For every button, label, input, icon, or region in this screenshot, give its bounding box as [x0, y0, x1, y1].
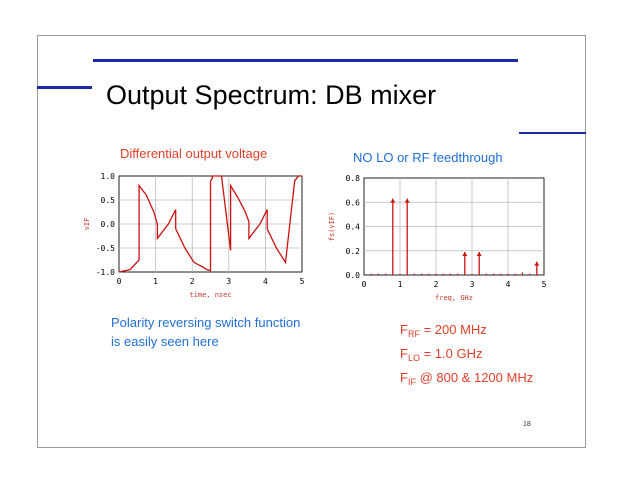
page-number: 18: [523, 421, 531, 428]
time-chart-y-tick-label: 0.5: [101, 196, 116, 205]
spectrum-peak-marker: [462, 251, 468, 256]
waveform-line: [118, 175, 302, 273]
time-chart-group: 0 1 2 3 4 5 1.0 0.5 0.0 -0.5 -1.0 time, nsec vIF: [83, 172, 305, 299]
time-chart-x-axis-label: time, nsec: [189, 291, 231, 299]
spectrum-chart-y-axis-label: fs(vIF): [328, 212, 336, 242]
frequency-params: FRF = 200 MHz FLO = 1.0 GHz FIF @ 800 & …: [400, 320, 533, 392]
spectrum-chart-x-tick-label: 0: [362, 280, 367, 289]
spectrum-chart-x-tick-label: 1: [398, 280, 403, 289]
spectrum-chart-x-tick-label: 3: [470, 280, 475, 289]
left-chart-caption: Differential output voltage: [120, 146, 268, 161]
right-accent-bar: [519, 132, 586, 134]
time-chart-x-tick-label: 3: [226, 277, 231, 286]
time-chart-x-tick-label: 1: [153, 277, 158, 286]
param-lo: FLO = 1.0 GHz: [400, 346, 483, 363]
spectrum-chart-y-tick-label: 0.6: [346, 198, 361, 207]
polarity-note-line2: is easily seen here: [111, 334, 219, 349]
left-accent-bar: [37, 86, 92, 89]
slide-title: Output Spectrum: DB mixer: [106, 80, 437, 110]
time-chart-y-tick-label: -1.0: [96, 268, 115, 277]
top-accent-bar: [93, 59, 518, 62]
spectrum-peak-marker: [390, 198, 396, 203]
spectrum-peak-marker: [404, 198, 410, 203]
spectrum-chart-y-tick-label: 0.2: [346, 247, 361, 256]
time-chart-y-axis-label: vIF: [83, 218, 91, 231]
spectrum-chart-y-tick-label: 0.4: [346, 223, 361, 232]
spectrum-peak-marker: [476, 251, 482, 256]
param-rf: FRF = 200 MHz: [400, 322, 487, 339]
spectrum-chart-y-tick-label: 0.8: [346, 174, 361, 183]
spectrum-chart-x-axis-label: freq, GHz: [435, 294, 473, 302]
spectrum-chart-x-tick-label: 2: [434, 280, 439, 289]
time-chart-x-tick-label: 5: [300, 277, 305, 286]
time-chart-y-tick-label: 0.0: [101, 220, 116, 229]
param-if: FIF @ 800 & 1200 MHz: [400, 370, 534, 387]
spectrum-chart-x-tick-label: 4: [506, 280, 511, 289]
time-chart-y-tick-label: -0.5: [96, 244, 115, 253]
spectrum-peak-marker: [534, 261, 540, 266]
right-chart-caption: NO LO or RF feedthrough: [353, 150, 503, 165]
time-chart-x-tick-label: 2: [190, 277, 195, 286]
spectrum-chart-group: 0 1 2 3 4 5 0.8 0.6 0.4 0.2 0.0 freq, GHz fs(vIF): [328, 174, 547, 302]
polarity-note-line1: Polarity reversing switch function: [111, 315, 301, 330]
time-chart-x-tick-label: 0: [117, 277, 122, 286]
time-chart-y-tick-label: 1.0: [101, 172, 116, 181]
spectrum-chart-y-tick-label: 0.0: [346, 271, 361, 280]
spectrum-chart-x-tick-label: 5: [542, 280, 547, 289]
polarity-note: Polarity reversing switch function is ea…: [111, 313, 300, 351]
time-chart-x-tick-label: 4: [263, 277, 268, 286]
